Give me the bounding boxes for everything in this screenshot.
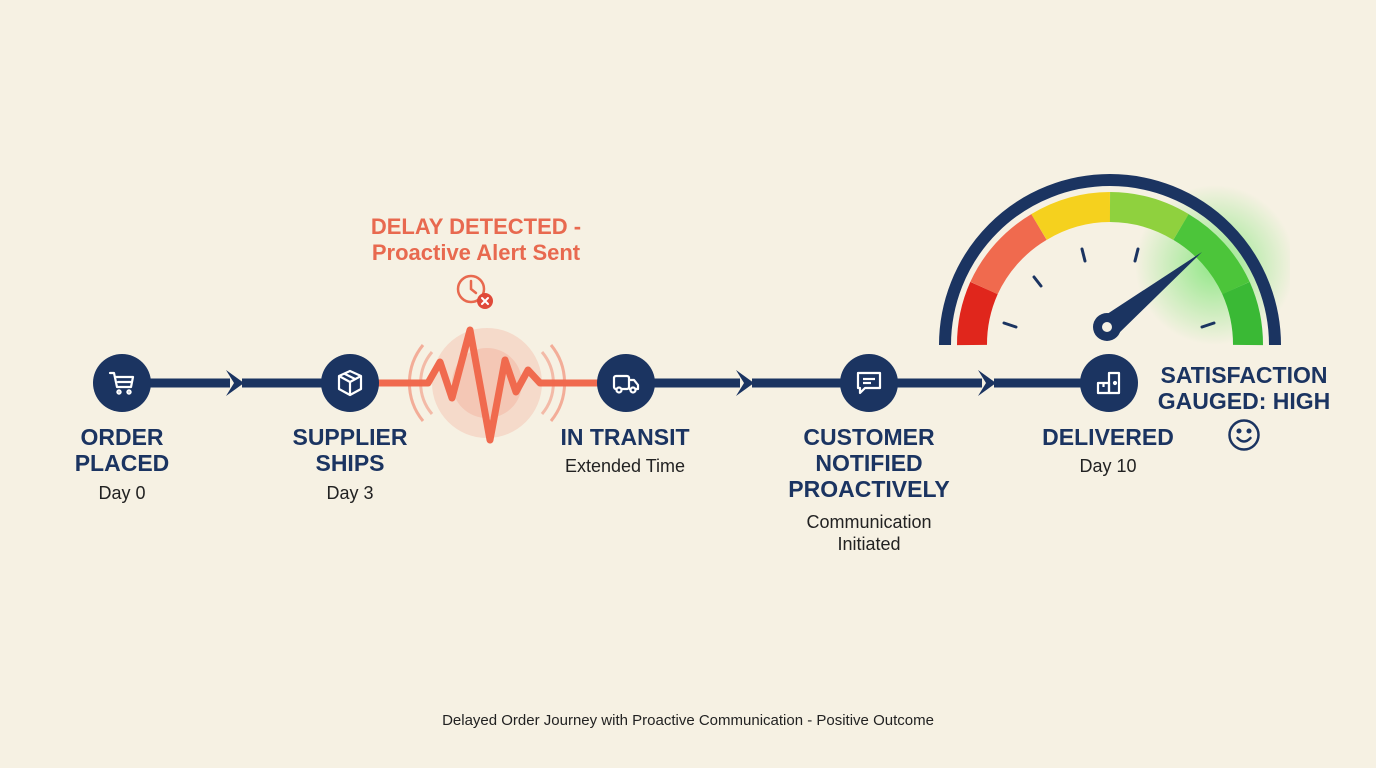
delay-alert-title: DELAY DETECTED - Proactive Alert Sent: [370, 214, 582, 265]
truck-icon: [612, 374, 640, 394]
step-node-supplier-ships: [321, 354, 379, 412]
satisfaction-gauge: [939, 174, 1290, 346]
step-title-supplier-ships: SUPPLIER SHIPS: [292, 424, 408, 476]
step-title-delivered: DELIVERED: [1042, 424, 1174, 450]
package-icon: [337, 369, 363, 397]
step-sub-supplier-ships: Day 3: [326, 483, 374, 503]
step-sub-order-placed: Day 0: [98, 483, 146, 503]
step-node-order-placed: [93, 354, 151, 412]
delay-pulse-signal: [374, 326, 604, 444]
smiley-icon: [1228, 419, 1260, 451]
step-node-customer-notified: [840, 354, 898, 412]
clock-x-icon: [456, 274, 493, 309]
diagram-caption: Delayed Order Journey with Proactive Com…: [442, 712, 934, 729]
step-sub-customer-notified: Communication Initiated: [806, 512, 932, 554]
satisfaction-label: SATISFACTION GAUGED: HIGH: [1157, 362, 1331, 414]
step-sub-delivered: Day 10: [1079, 456, 1137, 476]
shopping-cart-icon: [108, 371, 135, 395]
delivered-door-icon: [1096, 371, 1121, 395]
chat-message-icon: [856, 371, 882, 395]
step-node-in-transit: [597, 354, 655, 412]
step-title-order-placed: ORDER PLACED: [74, 424, 170, 476]
step-sub-in-transit: Extended Time: [564, 456, 686, 476]
step-title-customer-notified: CUSTOMER NOTIFIED PROACTIVELY: [788, 424, 950, 502]
step-title-in-transit: IN TRANSIT: [560, 424, 690, 450]
step-node-delivered: [1080, 354, 1138, 412]
